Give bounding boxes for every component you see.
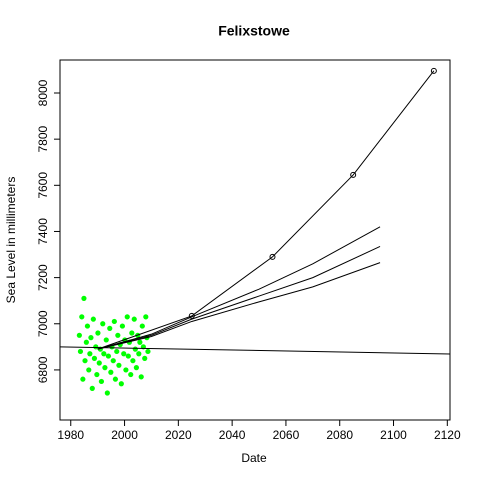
x-tick-label: 2060: [273, 428, 300, 442]
data-point: [129, 330, 135, 336]
data-point: [125, 353, 131, 359]
projection-marker: [430, 67, 437, 74]
data-point: [112, 376, 119, 382]
y-tick-label: 7400: [36, 218, 50, 245]
data-point: [108, 369, 114, 375]
data-point: [123, 367, 129, 373]
data-point: [121, 351, 127, 357]
y-tick-label: 7800: [36, 125, 50, 152]
y-tick-label: 6800: [36, 356, 50, 383]
data-point: [110, 358, 116, 364]
trend-line: [97, 70, 435, 350]
data-point: [105, 353, 112, 359]
data-point: [138, 374, 144, 380]
trend-line: [97, 262, 381, 350]
data-point: [90, 316, 96, 322]
plot-frame: [59, 59, 451, 421]
trend-line: [97, 226, 381, 350]
data-point: [91, 355, 98, 361]
data-point: [86, 367, 92, 373]
data-point: [81, 295, 87, 301]
data-point: [119, 323, 125, 329]
data-point: [77, 348, 84, 355]
data-point: [87, 351, 93, 357]
data-point: [132, 346, 138, 352]
data-point: [114, 348, 120, 355]
projection-marker: [188, 312, 195, 319]
data-point: [94, 371, 100, 378]
data-point: [115, 332, 121, 338]
chart-title: Felixstowe: [218, 23, 290, 39]
data-point: [130, 358, 136, 364]
x-tick-label: 2100: [380, 428, 407, 442]
data-point: [79, 314, 85, 320]
data-point: [142, 355, 148, 361]
y-tick-label: 8000: [36, 79, 50, 106]
projection-marker: [350, 171, 357, 178]
data-point: [83, 339, 89, 345]
data-point: [76, 332, 82, 338]
data-point: [116, 362, 122, 368]
x-tick-label: 2020: [165, 428, 192, 442]
data-point: [101, 351, 107, 357]
data-point: [93, 344, 99, 350]
y-axis-label: Sea Level in millimeters: [4, 177, 18, 304]
data-point: [111, 318, 117, 325]
data-point: [133, 365, 139, 371]
data-point: [103, 337, 109, 343]
x-tick-label: 2080: [326, 428, 353, 442]
data-point: [96, 360, 102, 366]
x-tick-label: 1980: [57, 428, 84, 442]
data-point: [95, 330, 101, 336]
data-point: [107, 325, 113, 331]
data-point: [98, 378, 105, 385]
data-point: [100, 321, 106, 327]
trend-line: [59, 346, 451, 355]
data-point: [139, 323, 145, 329]
x-axis-label: Date: [241, 451, 267, 465]
y-tick-label: 7200: [36, 264, 50, 291]
x-tick-label: 2120: [434, 428, 461, 442]
data-point: [124, 314, 130, 320]
data-point: [104, 390, 110, 396]
data-point: [128, 371, 134, 378]
projection-marker: [269, 253, 276, 260]
data-point: [136, 351, 142, 357]
data-point: [88, 335, 94, 341]
data-point: [102, 365, 108, 371]
data-point: [80, 376, 86, 382]
data-point: [89, 385, 95, 391]
data-point: [82, 358, 88, 364]
x-tick-label: 2000: [111, 428, 138, 442]
y-tick-label: 7000: [36, 310, 50, 337]
data-point: [137, 339, 143, 345]
x-tick-label: 2040: [219, 428, 246, 442]
data-point: [131, 316, 137, 322]
data-point: [84, 323, 91, 329]
data-point: [143, 314, 149, 320]
data-point: [145, 348, 151, 355]
trend-line: [97, 246, 381, 350]
y-tick-label: 7600: [36, 172, 50, 199]
data-point: [118, 381, 124, 387]
